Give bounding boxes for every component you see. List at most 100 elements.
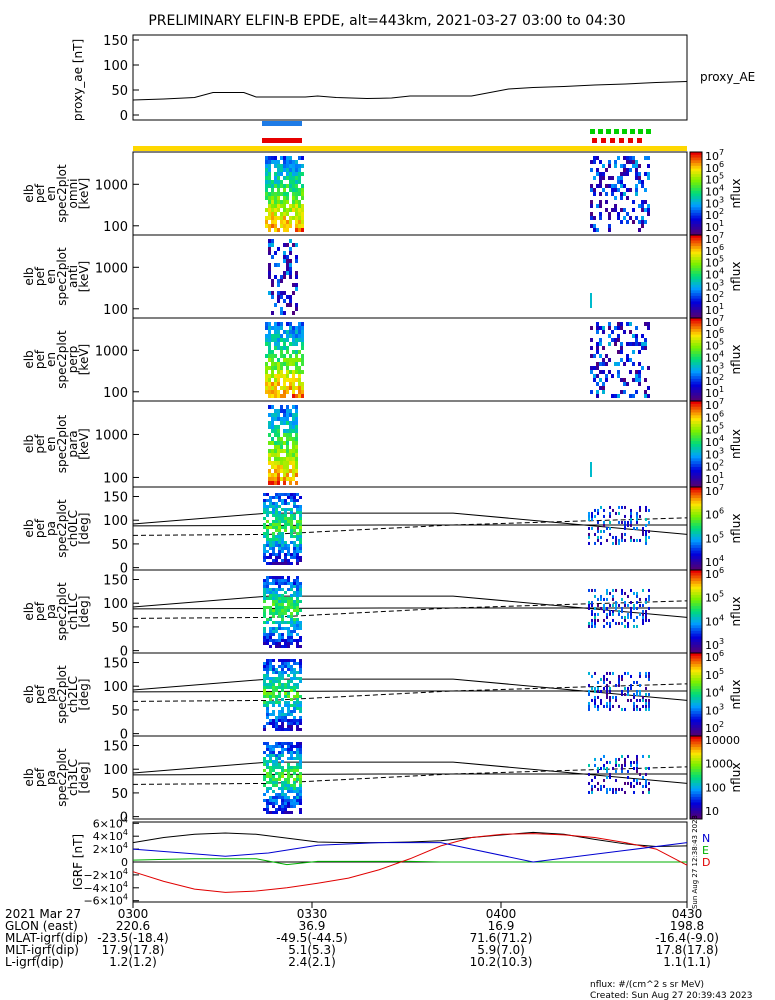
pitch-pixel (296, 493, 299, 496)
pitch-pixel (287, 742, 290, 745)
pitch-pixel (621, 520, 623, 524)
spectrogram-pixel (599, 326, 602, 330)
spectrogram-pixel (265, 334, 268, 338)
pitch-pixel (281, 790, 284, 793)
spectrogram-pixel (265, 208, 268, 212)
colorbar-segment (690, 755, 702, 759)
colorbar-tick-label: 103 (705, 446, 724, 461)
colorbar-segment (690, 636, 702, 640)
spectrogram-pixel (280, 275, 283, 279)
spectrogram-pixel (274, 204, 277, 208)
colorbar-segment (690, 796, 702, 801)
footer-value: 36.9 (299, 919, 326, 933)
pitch-pixel (272, 526, 275, 529)
pitch-pixel (588, 790, 590, 794)
pitch-pixel (266, 588, 269, 591)
pitch-pixel (648, 787, 650, 791)
pitch-pixel (290, 787, 293, 790)
spectrogram-pixel (614, 160, 617, 164)
spectrogram-pixel (277, 322, 280, 326)
pitch-pixel (603, 618, 605, 622)
status-bar-blue (262, 121, 302, 126)
pitch-pixel (278, 728, 281, 731)
pitch-pixel (278, 603, 281, 606)
spectrogram-pixel (286, 164, 289, 168)
pitch-pixel (272, 769, 275, 772)
spectrogram-pixel (280, 192, 283, 196)
colorbar-segment (690, 403, 702, 408)
spectrogram-pixel (277, 362, 280, 366)
pitch-pixel (293, 689, 296, 692)
colorbar-segment (690, 774, 702, 778)
spectrogram-pixel (593, 216, 596, 220)
pitch-pixel (266, 499, 269, 502)
pitch-pixel (606, 692, 608, 696)
spectrogram-pixel (286, 220, 289, 224)
colorbar-segment (690, 376, 702, 380)
pitch-pixel (615, 600, 617, 604)
spectrogram-pixel (271, 421, 274, 425)
colorbar-segment (690, 594, 702, 599)
pitch-pixel (603, 686, 605, 690)
pitch-pixel (281, 745, 284, 748)
footer-value: 2.4(2.1) (288, 955, 336, 969)
spectrogram-pixel (626, 382, 629, 386)
spectrogram-pixel (274, 374, 277, 378)
pitch-pixel (263, 582, 266, 585)
spectrogram-pixel (292, 342, 295, 346)
spectrogram-pixel (271, 390, 274, 394)
colorbar-label: nflux (729, 597, 743, 627)
colorbar-segment (690, 315, 702, 319)
spectrogram-pixel (301, 224, 304, 228)
spectrogram-pixel (289, 299, 292, 303)
pitch-pixel (648, 594, 650, 598)
spectrogram-pixel (626, 220, 629, 224)
pitch-pixel (263, 615, 266, 618)
energy-ylabel: spec2plot (55, 164, 69, 223)
spectrogram-pixel (295, 378, 298, 382)
pitch-pixel (278, 600, 281, 603)
spectrogram-pixel (620, 390, 623, 394)
colorbar-tick-label: 103 (705, 195, 724, 210)
colorbar-segment (690, 500, 702, 505)
pitch-pixel (263, 594, 266, 597)
pitch-pixel (627, 594, 629, 598)
spectrogram-pixel (271, 334, 274, 338)
spectrogram-pixel (271, 338, 274, 342)
pitch-pixel (284, 748, 287, 751)
spectrogram-pixel (274, 465, 277, 469)
colorbar-segment (690, 600, 702, 604)
pitch-pixel (278, 745, 281, 748)
spectrogram-pixel (295, 441, 298, 445)
pitch-pixel (296, 793, 299, 796)
pitch-pixel (636, 781, 638, 785)
pitch-pixel (266, 606, 269, 609)
pitch-pixel (642, 609, 644, 613)
pitch-pixel (284, 597, 287, 600)
spectrogram-pixel (301, 394, 304, 398)
status-bar-green-dash (598, 129, 603, 134)
pitch-pixel (278, 535, 281, 538)
pitch-pixel (600, 701, 602, 705)
spectrogram-pixel (611, 330, 614, 334)
colorbar-tick-label: 106 (705, 507, 724, 522)
pitch-pixel (269, 597, 272, 600)
pitch-pixel (278, 615, 281, 618)
pitch-pixel (281, 686, 284, 689)
pitch-pixel (290, 630, 293, 633)
spectrogram-pixel (283, 259, 286, 263)
pitch-pixel (266, 701, 269, 704)
spectrogram-pixel (277, 378, 280, 382)
pitch-pixel (284, 665, 287, 668)
pitch-pixel (624, 532, 626, 536)
spectrogram-pixel (283, 461, 286, 465)
pitch-pixel (287, 576, 290, 579)
spectrogram-pixel (271, 220, 274, 224)
pitch-pixel (606, 787, 608, 791)
colorbar-segment (690, 741, 702, 745)
pitch-pixel (293, 716, 296, 719)
colorbar-segment (690, 592, 702, 596)
colorbar-segment (690, 603, 702, 607)
igrf-tick-label: 0 (121, 856, 128, 869)
pitch-pixel (642, 588, 644, 592)
